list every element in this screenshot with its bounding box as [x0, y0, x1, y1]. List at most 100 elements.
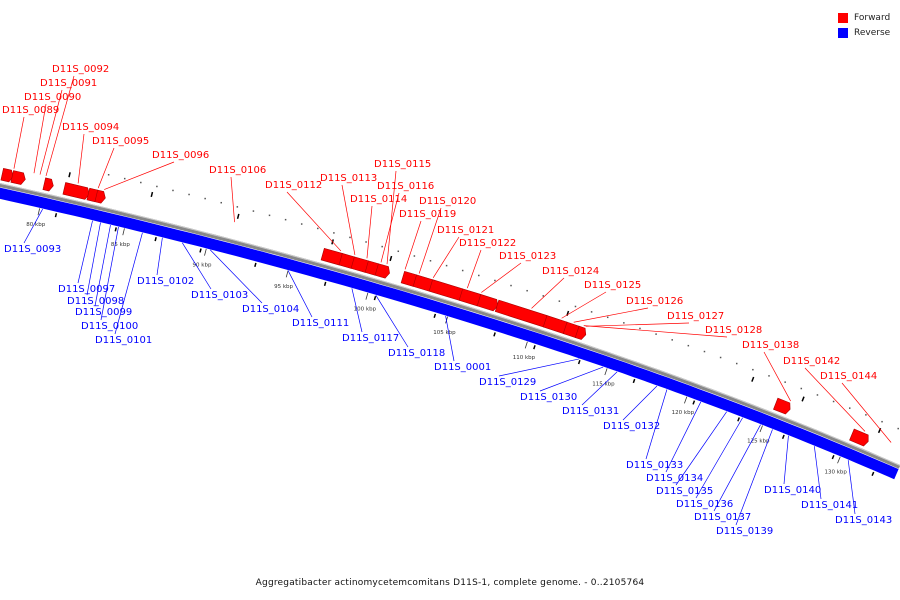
track-dot — [832, 400, 835, 403]
reverse-gene-label: D11S_0104 — [242, 304, 299, 315]
reverse-gene-label: D11S_0140 — [764, 485, 821, 496]
forward-gene-leader — [380, 192, 400, 263]
reverse-gene-label: D11S_0133 — [626, 460, 683, 471]
forward-gene-label: D11S_0122 — [459, 238, 516, 249]
forward-gene-label: D11S_0144 — [820, 371, 877, 382]
forward-gene-label: D11S_0116 — [377, 181, 434, 192]
reverse-gene-leader — [713, 424, 761, 512]
forward-gene-label: D11S_0119 — [399, 209, 456, 220]
forward-gene-mark — [236, 213, 240, 219]
track-dot — [445, 264, 448, 267]
reverse-gene-label: D11S_0136 — [676, 499, 733, 510]
reverse-gene-label: D11S_0102 — [137, 276, 194, 287]
scale-tick-label: 110 kbp — [513, 355, 536, 361]
reverse-gene-label: D11S_0097 — [58, 284, 115, 295]
scale-tick — [759, 425, 763, 433]
reverse-gene-label: D11S_0130 — [520, 392, 577, 403]
forward-gene-leader — [230, 176, 235, 223]
track-dot — [881, 420, 883, 423]
reverse-gene-mark — [323, 281, 327, 287]
reverse-gene-label: D11S_0100 — [81, 321, 138, 332]
scale-tick — [204, 248, 207, 256]
reverse-gene-label: D11S_0111 — [292, 318, 349, 329]
track-dot — [558, 300, 561, 302]
forward-gene-leader — [77, 133, 85, 184]
track-dot — [526, 289, 528, 292]
legend: Forward Reverse — [838, 10, 890, 40]
reverse-gene-mark — [781, 434, 785, 440]
track-dot — [865, 414, 867, 416]
forward-gene-leader — [286, 191, 342, 252]
forward-gene-label: D11S_0120 — [419, 196, 476, 207]
forward-gene-leader — [466, 249, 482, 289]
forward-gene-label: D11S_0142 — [783, 356, 840, 367]
scale-tick-label: 100 kbp — [354, 306, 377, 312]
reverse-gene-leader — [77, 220, 93, 284]
scale-tick — [285, 270, 289, 278]
forward-gene-block — [849, 428, 869, 447]
forward-gene-leader — [104, 161, 175, 190]
track-dot — [606, 316, 609, 319]
track-dot — [897, 427, 899, 430]
forward-gene-block — [476, 294, 499, 312]
legend-label-reverse: Reverse — [854, 27, 891, 38]
track-dot — [752, 368, 754, 371]
reverse-gene-label: D11S_0141 — [801, 500, 858, 511]
forward-gene-label: D11S_0091 — [40, 78, 97, 89]
reverse-gene-mark — [533, 345, 536, 350]
track-dot — [703, 350, 706, 353]
track-dot — [107, 174, 110, 176]
track-dot — [236, 206, 239, 208]
reverse-gene-leader — [581, 371, 618, 406]
forward-gene-leader — [97, 147, 115, 189]
reverse-gene-leader — [94, 224, 111, 307]
forward-gene-label: D11S_0092 — [52, 64, 109, 75]
reverse-gene-leader — [735, 429, 773, 526]
track-dot — [687, 344, 690, 347]
track-dot — [639, 327, 641, 330]
reverse-gene-leader — [695, 417, 743, 499]
forward-gene-mark — [68, 172, 71, 178]
forward-gene-leader — [804, 367, 866, 432]
scale-tick-label: 105 kbp — [433, 330, 456, 336]
track-dot — [719, 356, 722, 359]
forward-gene-leader — [841, 382, 892, 443]
forward-gene-block — [773, 397, 791, 415]
reverse-gene-mark — [433, 313, 437, 318]
forward-gene-leader — [481, 262, 522, 293]
track-dot — [735, 362, 738, 365]
reverse-gene-mark — [692, 400, 696, 405]
forward-gene-leader — [585, 322, 690, 327]
forward-gene-leader — [531, 277, 565, 309]
reverse-gene-leader — [209, 249, 263, 304]
scale-tick-label: 125 kbp — [747, 438, 770, 444]
forward-gene-label: D11S_0121 — [437, 225, 494, 236]
forward-gene-leader — [573, 307, 649, 323]
track-dot — [252, 210, 255, 212]
forward-gene-leader — [386, 170, 397, 265]
scale-tick — [837, 456, 841, 464]
reverse-gene-label: D11S_0137 — [694, 512, 751, 523]
track-dot — [623, 322, 625, 324]
reverse-strand-band — [0, 187, 899, 480]
forward-gene-label: D11S_0094 — [62, 122, 119, 133]
reverse-gene-leader — [813, 446, 822, 500]
reverse-gene-label: D11S_0131 — [562, 406, 619, 417]
forward-gene-leader — [341, 184, 356, 255]
forward-gene-leader — [404, 220, 422, 270]
reverse-gene-leader — [622, 385, 658, 421]
reverse-gene-label: D11S_0099 — [75, 307, 132, 318]
forward-gene-block — [374, 263, 390, 279]
reverse-gene-label: D11S_0132 — [603, 421, 660, 432]
track-dot — [381, 245, 383, 248]
reverse-gene-mark — [632, 378, 636, 384]
forward-gene-leader — [432, 236, 460, 278]
reverse-gene-leader — [498, 358, 580, 377]
reverse-gene-leader — [100, 226, 119, 321]
reverse-gene-leader — [23, 208, 43, 244]
reverse-gene-leader — [539, 366, 604, 392]
forward-gene-label: D11S_0095 — [92, 136, 149, 147]
scale-tick-label: 120 kbp — [672, 410, 695, 416]
track-dot — [365, 241, 367, 243]
